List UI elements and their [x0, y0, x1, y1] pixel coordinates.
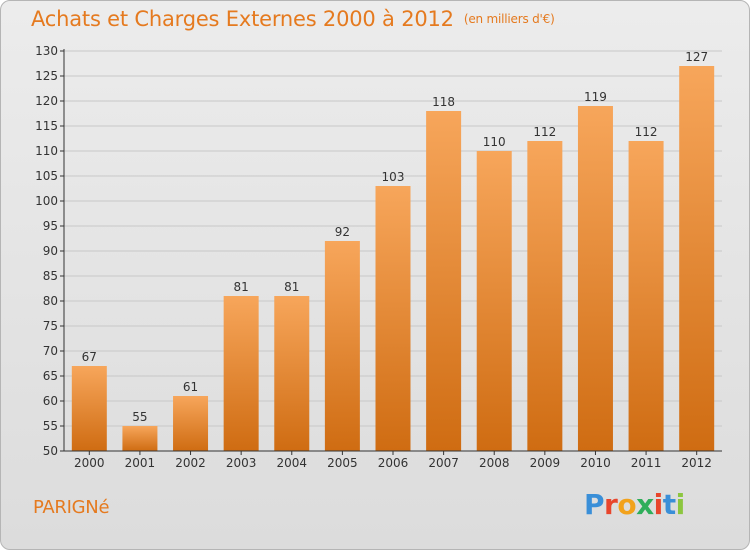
- proxiti-logo: Proxiti: [584, 488, 685, 521]
- bar: [122, 426, 158, 451]
- logo-letter: i: [675, 488, 686, 521]
- bar: [375, 186, 411, 451]
- bar: [274, 296, 310, 451]
- data-label: 112: [635, 125, 658, 139]
- x-tick-label: 2012: [681, 456, 712, 470]
- bar: [476, 151, 512, 451]
- y-tick-label: 120: [35, 94, 58, 108]
- logo-letter: i: [653, 488, 664, 521]
- chart-title: Achats et Charges Externes 2000 à 2012 (e…: [31, 7, 555, 31]
- x-tick-label: 2006: [378, 456, 409, 470]
- data-label: 67: [82, 350, 97, 364]
- logo-letter: r: [604, 488, 618, 521]
- bar: [628, 141, 664, 451]
- x-tick-label: 2009: [530, 456, 561, 470]
- y-tick-label: 50: [43, 444, 58, 458]
- x-tick-label: 2002: [175, 456, 206, 470]
- bar: [527, 141, 563, 451]
- y-tick-label: 60: [43, 394, 58, 408]
- y-tick-label: 125: [35, 69, 58, 83]
- data-label: 92: [335, 225, 350, 239]
- data-labels: 67 55 61 81 81 92 103 118 110 112 119 112 127: [82, 50, 708, 424]
- data-label: 81: [234, 280, 249, 294]
- logo-letter: t: [662, 488, 676, 521]
- y-tick-label: 55: [43, 419, 58, 433]
- title-text: Achats et Charges Externes 2000 à 2012: [31, 7, 454, 31]
- logo-letter: x: [636, 488, 654, 521]
- data-label: 118: [432, 95, 455, 109]
- y-tick-label: 85: [43, 269, 58, 283]
- bar: [324, 241, 360, 451]
- y-tick-label: 95: [43, 219, 58, 233]
- x-tick-label: 2007: [428, 456, 459, 470]
- bars: [71, 66, 715, 451]
- y-tick-label: 75: [43, 319, 58, 333]
- x-tick-label: 2010: [580, 456, 611, 470]
- y-tick-label: 90: [43, 244, 58, 258]
- commune-name: PARIGNé: [33, 497, 110, 518]
- y-tick-label: 100: [35, 194, 58, 208]
- y-tick-label: 105: [35, 169, 58, 183]
- logo-letter: P: [584, 488, 605, 521]
- logo-letter: o: [617, 488, 637, 521]
- x-tick-label: 2003: [226, 456, 257, 470]
- y-tick-label: 70: [43, 344, 58, 358]
- data-label: 103: [382, 170, 405, 184]
- axes: 50 55 60 65 70 75 80 85 90 95 100 105 110 115 120 125 13…: [35, 44, 722, 470]
- x-tick-label: 2000: [74, 456, 105, 470]
- data-label: 81: [284, 280, 299, 294]
- data-label: 127: [685, 50, 708, 64]
- bar: [71, 366, 107, 451]
- y-tick-label: 65: [43, 369, 58, 383]
- x-tick-label: 2008: [479, 456, 510, 470]
- bar: [577, 106, 613, 451]
- x-tick-label: 2005: [327, 456, 358, 470]
- data-label: 112: [533, 125, 556, 139]
- y-tick-label: 130: [35, 44, 58, 58]
- data-label: 61: [183, 380, 198, 394]
- bar: [679, 66, 715, 451]
- data-label: 119: [584, 90, 607, 104]
- data-label: 55: [132, 410, 147, 424]
- x-tick-label: 2001: [125, 456, 156, 470]
- bar: [173, 396, 209, 451]
- bar: [223, 296, 259, 451]
- bar: [426, 111, 462, 451]
- y-tick-label: 115: [35, 119, 58, 133]
- y-tick-label: 110: [35, 144, 58, 158]
- title-unit: (en milliers d'€): [463, 12, 555, 26]
- x-tick-label: 2004: [276, 456, 307, 470]
- data-label: 110: [483, 135, 506, 149]
- y-tick-label: 80: [43, 294, 58, 308]
- x-tick-label: 2011: [631, 456, 662, 470]
